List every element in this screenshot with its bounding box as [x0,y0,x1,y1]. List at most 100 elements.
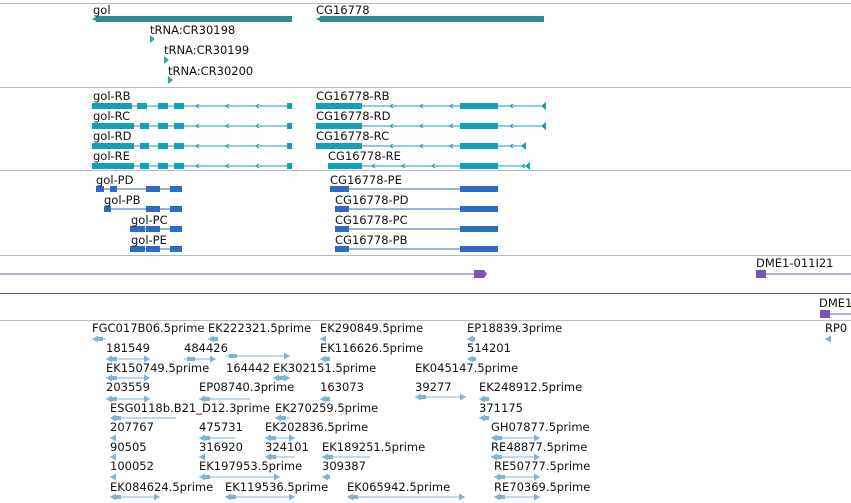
protein-cg16778-pc[interactable] [335,225,498,233]
est-label[interactable]: EK302151.5prime [273,361,377,375]
est-feature[interactable] [208,335,218,343]
est-label[interactable]: 309387 [322,459,366,473]
est-label[interactable]: EK189251.5prime [322,440,426,454]
est-label[interactable]: RE50777.5prime [494,459,591,473]
est-label[interactable]: 371175 [479,401,523,415]
protein-label[interactable]: CG16778-PD [335,193,409,207]
est-feature[interactable] [825,335,831,343]
est-feature[interactable] [479,414,489,422]
est-feature[interactable] [110,473,116,481]
est-label[interactable]: EK065942.5prime [347,480,451,494]
est-feature[interactable] [322,473,330,481]
est-feature[interactable] [494,473,540,481]
est-feature[interactable] [320,335,326,343]
est-label[interactable]: 316920 [199,440,243,454]
est-label[interactable]: 324101 [265,440,309,454]
est-feature[interactable] [494,493,540,501]
est-feature[interactable] [110,414,176,422]
est-feature[interactable] [273,374,290,382]
protein-cg16778-pb[interactable] [335,245,498,253]
est-label[interactable]: 164442 [226,361,270,375]
est-feature[interactable] [92,335,106,343]
est-label[interactable]: 100052 [110,459,154,473]
transcript-cg16778-rc[interactable] [316,142,526,150]
est-label[interactable]: GH07877.5prime [491,420,590,434]
est-label[interactable]: EK150749.5prime [106,361,210,375]
est-label[interactable]: RE48877.5prime [491,440,588,454]
est-label[interactable]: EK222321.5prime [208,321,312,335]
est-feature[interactable] [226,352,290,360]
transcript-label[interactable]: CG16778-RD [316,109,391,123]
est-feature[interactable] [106,395,150,403]
est-feature[interactable] [265,434,295,442]
protein-label[interactable]: CG16778-PE [330,173,402,187]
protein-label[interactable]: CG16778-PB [335,233,408,247]
protein-cg16778-pd[interactable] [335,205,498,213]
est-feature[interactable] [199,473,280,481]
est-feature[interactable] [491,434,540,442]
trna-label[interactable]: tRNA:CR30199 [164,43,250,57]
est-feature[interactable] [110,453,116,461]
est-feature[interactable] [467,355,476,363]
est-label[interactable]: 203559 [106,380,150,394]
est-label[interactable]: EK270259.5prime [275,401,379,415]
transcript-cg16778-rb[interactable] [316,102,546,110]
est-feature[interactable] [467,335,475,343]
protein-label[interactable]: gol-PE [131,233,167,247]
est-feature[interactable] [110,434,116,442]
transcript-gol-rb[interactable] [92,102,292,110]
transcript-gol-rc[interactable] [92,122,292,130]
gene-gol-bar[interactable] [92,16,292,22]
trna-flag-icon[interactable] [150,35,155,43]
protein-label[interactable]: CG16778-PC [335,213,408,227]
transcript-label[interactable]: gol-RC [93,109,131,123]
transcript-label[interactable]: CG16778-RB [316,89,390,103]
est-label[interactable]: EK116626.5prime [320,341,424,355]
est-feature[interactable] [106,374,150,382]
est-label[interactable]: ESG0118b.B21_D12.3prime [110,401,270,415]
est-label[interactable]: EK119536.5prime [225,480,329,494]
est-feature[interactable] [225,493,295,501]
est-feature[interactable] [275,414,290,422]
clone-label[interactable]: DME1-011I21 [756,256,834,270]
est-label[interactable]: RP0 [825,321,848,335]
trna-flag-icon[interactable] [168,76,173,84]
est-label[interactable]: RE70369.5prime [494,480,591,494]
est-label[interactable]: 39277 [415,380,452,394]
protein-label[interactable]: gol-PB [104,193,141,207]
transcript-gol-rd[interactable] [92,142,292,150]
est-label[interactable]: 475731 [199,420,243,434]
est-label[interactable]: EP08740.3prime [199,380,295,394]
trna-label[interactable]: tRNA:CR30200 [168,64,254,78]
protein-gol-pd[interactable] [96,185,182,193]
est-label[interactable]: EK045147.5prime [415,361,519,375]
est-label[interactable]: EK084624.5prime [110,480,214,494]
est-feature[interactable] [199,395,250,403]
protein-label[interactable]: gol-PD [96,173,134,187]
trna-label[interactable]: tRNA:CR30198 [150,23,236,37]
protein-cg16778-pe[interactable] [330,185,498,193]
trna-flag-icon[interactable] [164,56,169,64]
est-label[interactable]: EK290849.5prime [320,321,424,335]
protein-gol-pc[interactable] [130,225,182,233]
est-feature[interactable] [106,355,150,363]
transcript-cg16778-re[interactable] [328,162,530,170]
est-label[interactable]: 514201 [467,341,511,355]
est-feature[interactable] [199,434,235,442]
transcript-label[interactable]: gol-RB [93,89,131,103]
est-label[interactable]: 207767 [110,420,154,434]
est-label[interactable]: EK248912.5prime [479,380,583,394]
est-feature[interactable] [322,453,370,461]
protein-gol-pb[interactable] [104,205,182,213]
est-feature[interactable] [184,355,216,363]
est-feature[interactable] [199,453,205,461]
est-label[interactable]: EP18839.3prime [467,321,563,335]
est-label[interactable]: 90505 [110,440,147,454]
clone-label[interactable]: DME1 [819,296,851,310]
est-feature[interactable] [265,453,295,461]
est-feature[interactable] [491,453,540,461]
est-feature[interactable] [347,493,465,501]
transcript-gol-re[interactable] [92,162,292,170]
est-feature[interactable] [479,395,489,403]
gene-cg16778-bar[interactable] [316,16,544,22]
